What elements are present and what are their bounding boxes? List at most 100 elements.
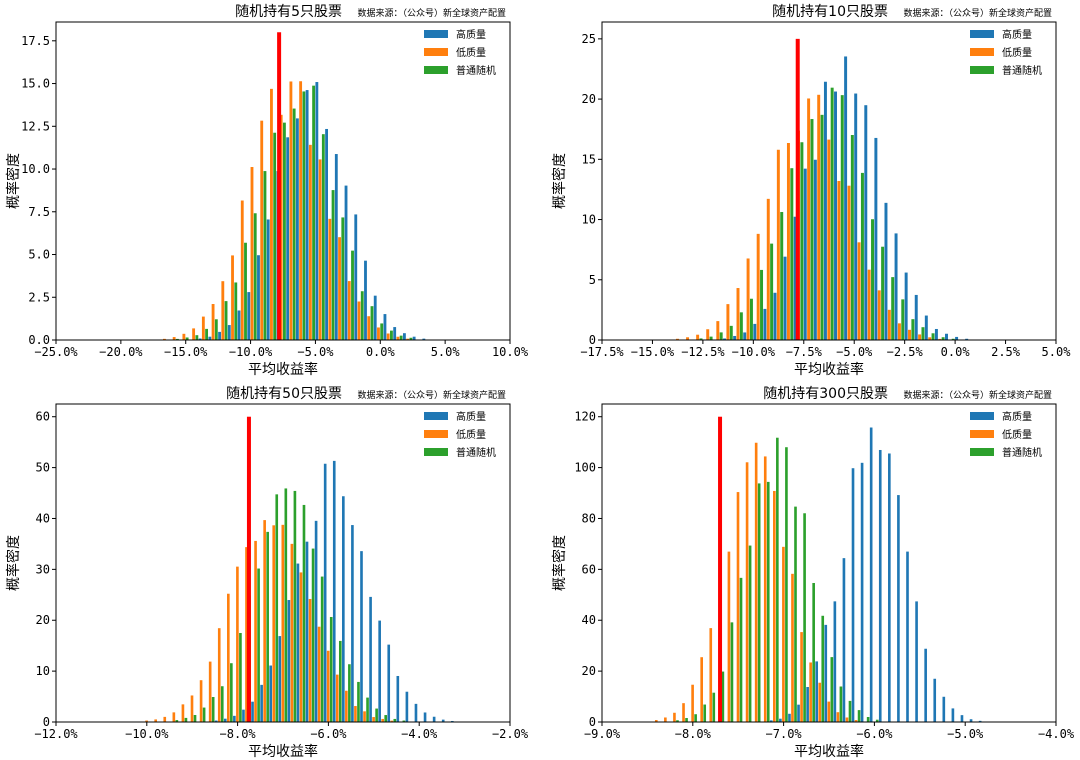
x-tick-label: −20.0% [99, 345, 143, 359]
y-axis-label: 概率密度 [5, 535, 22, 591]
bar-low [727, 551, 731, 722]
bar-high [269, 665, 273, 722]
bar-low [236, 566, 239, 722]
bar-normal [253, 213, 257, 340]
data-source-note: 数据来源：（公众号）新全球资产配置 [903, 7, 1052, 19]
chart-title: 随机持有50只股票 [226, 386, 342, 402]
bar-normal [776, 437, 779, 722]
bar-normal [857, 710, 861, 722]
x-tick-label: −10.0% [732, 345, 776, 359]
bar-low [396, 336, 400, 340]
bar-low [691, 684, 694, 722]
bar-high [383, 314, 387, 340]
axes-frame [55, 403, 511, 723]
bar-high [945, 333, 948, 340]
y-axis-label: 概率密度 [5, 153, 22, 209]
bar-high [360, 551, 363, 722]
bar-high [934, 328, 938, 340]
bar-low [756, 233, 760, 340]
legend-swatch [970, 448, 994, 456]
y-tick-label: 60 [582, 562, 596, 576]
bar-normal [721, 671, 725, 722]
y-tick-label: 10 [36, 664, 50, 678]
x-tick-label: 2.5% [991, 345, 1021, 359]
bar-low [163, 716, 167, 722]
bar-normal [244, 242, 247, 340]
bar-low [326, 650, 330, 722]
bar-normal [273, 132, 277, 340]
bar-normal [184, 717, 188, 722]
bar-low [716, 321, 720, 340]
x-tick-label: −25.0% [34, 345, 78, 359]
bar-normal [931, 333, 935, 340]
bar-low [807, 98, 811, 340]
bar-high [378, 620, 381, 722]
bar-high [884, 202, 888, 340]
legend-label: 普通随机 [1002, 64, 1042, 77]
bar-high [951, 708, 955, 722]
bar-high [314, 520, 318, 722]
bar-high [969, 719, 973, 722]
axes-frame [55, 21, 511, 341]
legend-swatch [424, 448, 448, 456]
y-axis-label: 概率密度 [551, 535, 568, 591]
bar-low [363, 711, 366, 722]
bar-normal [709, 336, 713, 340]
bar-high [924, 648, 927, 722]
bar-high [233, 715, 236, 722]
bar-normal [321, 134, 325, 340]
marker-line [718, 416, 723, 722]
bar-normal [202, 707, 206, 722]
bar-high [864, 105, 868, 340]
bar-low [199, 680, 203, 722]
bar-normal [830, 87, 834, 340]
bar-normal [790, 168, 794, 340]
bar-low [857, 242, 861, 340]
bar-high [257, 255, 260, 340]
legend-swatch [970, 30, 994, 38]
bar-high [773, 292, 777, 340]
bar-low [208, 661, 212, 722]
bar-normal [293, 490, 297, 722]
bar-normal [320, 576, 324, 722]
bar-low [800, 632, 803, 722]
bar-low [736, 492, 740, 722]
bar-high [344, 185, 348, 340]
bar-normal [875, 719, 879, 722]
bar-low [335, 674, 339, 722]
bar-high [251, 701, 254, 722]
bar-normal [703, 704, 707, 722]
x-tick-label: −2.0% [492, 727, 529, 741]
bar-low [654, 720, 658, 722]
bar-high [396, 675, 400, 722]
bar-low [928, 337, 932, 340]
bar-high [441, 719, 445, 722]
bar-normal [749, 298, 753, 340]
bar-low [245, 547, 248, 722]
chart-title: 随机持有5只股票 [235, 4, 342, 20]
x-tick-label: −6.0% [310, 727, 347, 741]
bar-low [809, 662, 812, 722]
bar-high [334, 154, 338, 340]
y-tick-label: 0 [589, 333, 596, 347]
bar-low [390, 720, 394, 722]
y-tick-label: 60 [36, 410, 50, 424]
x-axis-label: 平均收益率 [794, 361, 864, 378]
bar-normal [820, 114, 824, 340]
axes-frame [601, 21, 1057, 341]
bar-normal [370, 306, 374, 340]
x-tick-label: −15.0% [631, 345, 675, 359]
legend-label: 普通随机 [456, 446, 496, 459]
bar-normal [860, 172, 864, 340]
legend-swatch [970, 48, 994, 56]
y-tick-label: 120 [574, 410, 596, 424]
bar-normal [220, 686, 224, 722]
data-source-note: 数据来源：（公众号）新全球资产配置 [357, 7, 506, 19]
bar-normal [730, 622, 734, 722]
bar-normal [393, 718, 397, 722]
bar-normal [821, 615, 825, 722]
chart-title: 随机持有10只股票 [772, 4, 888, 20]
legend-label: 普通随机 [1002, 446, 1042, 459]
bar-low [782, 546, 785, 722]
bar-high [373, 295, 377, 340]
